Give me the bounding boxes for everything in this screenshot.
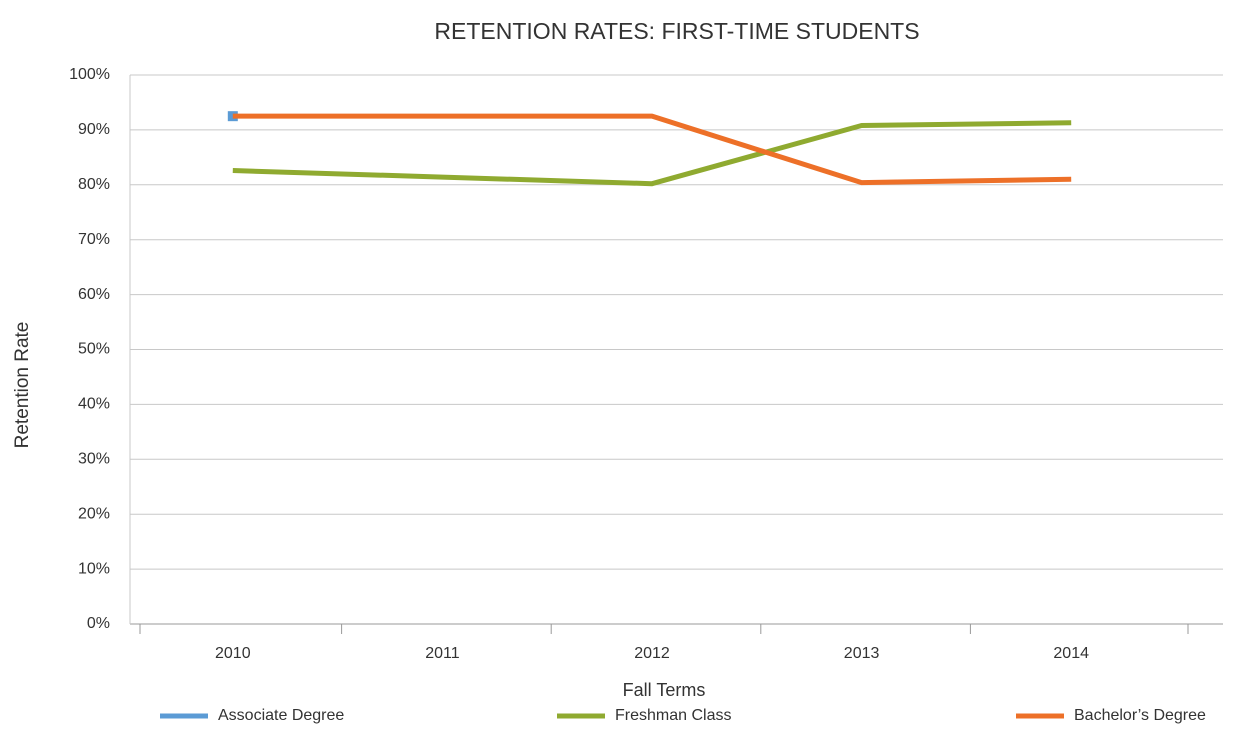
y-tick-label: 40% <box>78 396 110 413</box>
series-line <box>232 120 1072 187</box>
legend-label: Associate Degree <box>218 707 344 724</box>
y-tick-label: 90% <box>78 121 110 138</box>
y-axis-title: Retention Rate <box>12 322 33 449</box>
x-tick-label: 2011 <box>425 645 460 662</box>
x-axis-title: Fall Terms <box>623 680 706 700</box>
legend-label: Freshman Class <box>615 707 731 724</box>
x-tick-label: 2012 <box>634 645 670 662</box>
y-tick-label: 70% <box>78 231 110 248</box>
x-tick-label: 2010 <box>215 645 251 662</box>
y-tick-label: 100% <box>69 66 110 83</box>
y-tick-label: 60% <box>78 286 110 303</box>
chart-title: RETENTION RATES: FIRST-TIME STUDENTS <box>434 18 919 44</box>
y-tick-label: 0% <box>87 615 110 632</box>
legend-label: Bachelor’s Degree <box>1074 707 1206 724</box>
series-line <box>232 113 1072 186</box>
y-tick-label: 50% <box>78 341 110 358</box>
y-tick-label: 20% <box>78 505 110 522</box>
x-tick-label: 2013 <box>844 645 880 662</box>
y-tick-label: 80% <box>78 176 110 193</box>
x-tick-label: 2014 <box>1053 645 1089 662</box>
y-tick-label: 30% <box>78 451 110 468</box>
y-tick-label: 10% <box>78 560 110 577</box>
